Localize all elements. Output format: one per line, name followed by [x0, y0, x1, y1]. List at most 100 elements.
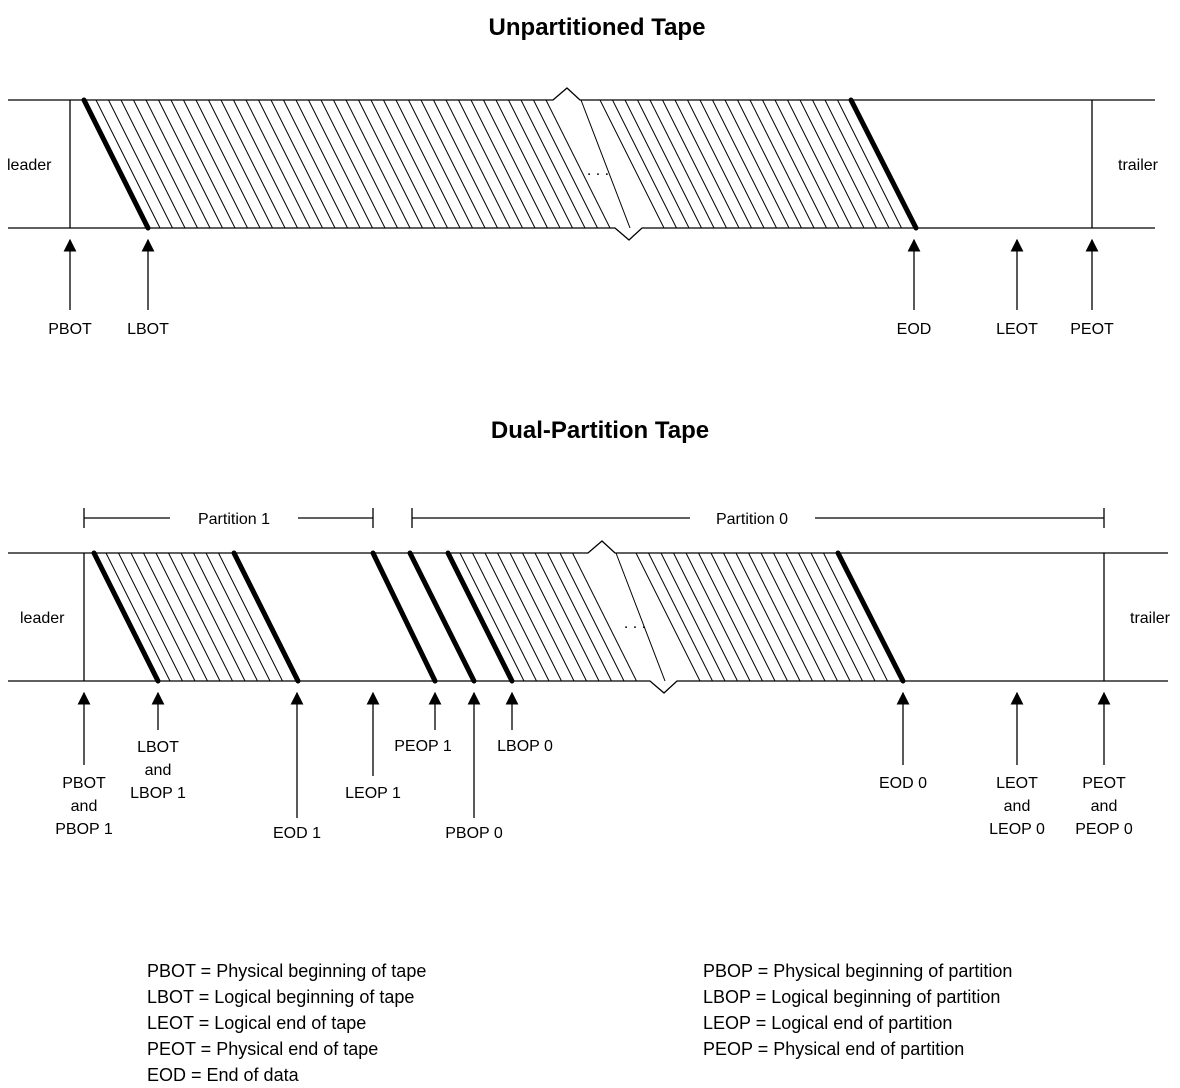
top-leader-label: leader: [7, 157, 52, 174]
bottom-tape-top-edge: [8, 540, 1168, 554]
hatch-line: [308, 99, 373, 229]
hatch-line: [824, 99, 890, 229]
hatch-line: [520, 99, 586, 229]
bottom-label-leot-and: and: [1004, 798, 1031, 815]
bottom-pbop0-mark: [407, 550, 477, 684]
hatch-line: [685, 552, 751, 682]
hatch-line: [533, 99, 598, 229]
hatch-line: [723, 552, 788, 682]
legend-tape: PBOT = Physical beginning of tape LBOT =…: [147, 958, 426, 1088]
hatch-line: [522, 552, 587, 682]
hatch-line: [572, 552, 637, 682]
hatch-line: [220, 99, 286, 229]
top-title: Unpartitioned Tape: [489, 14, 706, 41]
bottom-leader-label: leader: [20, 610, 65, 627]
hatch-line: [737, 99, 802, 229]
bottom-trailer-label: trailer: [1130, 610, 1171, 627]
hatch-line: [495, 99, 561, 229]
hatch-line: [395, 99, 461, 229]
hatch-line: [333, 99, 398, 229]
hatch-line: [812, 99, 877, 229]
bottom-leop1-mark: [370, 550, 438, 684]
hatch-line: [459, 552, 525, 682]
hatch-line: [637, 99, 702, 229]
hatch-line: [660, 552, 726, 682]
legend-tape-item: EOD = End of data: [147, 1065, 299, 1085]
hatch-line: [195, 99, 261, 229]
hatch-line: [270, 99, 336, 229]
hatch-line: [218, 552, 283, 682]
bottom-hatching: [635, 552, 888, 682]
hatch-line: [143, 552, 208, 682]
bottom-label-peot: PEOT: [1082, 775, 1126, 792]
bottom-label-pbop0: PBOP 0: [445, 825, 503, 842]
bottom-break-line: [615, 552, 666, 682]
hatch-line: [798, 552, 863, 682]
bottom-eod0-mark: [835, 550, 906, 684]
top-ellipsis: . . .: [587, 162, 609, 179]
bottom-marker-labels: PBOT and PBOP 1 LBOT and LBOP 1 EOD 1 LE…: [55, 738, 1133, 842]
bottom-label-leot: LEOT: [996, 775, 1038, 792]
top-data-region: [84, 88, 630, 228]
bottom-label-lbot-and: and: [145, 762, 172, 779]
hatch-line: [183, 99, 248, 229]
hatch-line: [118, 552, 183, 682]
bottom-label-pbot-and: and: [71, 798, 98, 815]
top-break-line: [580, 99, 631, 229]
hatch-line: [799, 99, 865, 229]
hatch-line: [320, 99, 386, 229]
bottom-data-region: [448, 541, 665, 681]
legend-partition-item: PEOP = Physical end of partition: [703, 1039, 965, 1059]
hatch-line: [258, 99, 323, 229]
hatch-line: [712, 99, 777, 229]
hatch-line: [105, 552, 171, 682]
partition-0-label: Partition 0: [716, 511, 788, 528]
bottom-label-leop0: LEOP 0: [989, 821, 1045, 838]
bottom-label-pbot: PBOT: [62, 775, 106, 792]
hatch-line: [170, 99, 236, 229]
legend-partition-item: PBOP = Physical beginning of partition: [703, 961, 1013, 981]
hatch-line: [687, 99, 752, 229]
hatch-line: [420, 99, 486, 229]
legend-partition: PBOP = Physical beginning of partition L…: [703, 958, 1012, 1062]
legend-tape-item: PEOT = Physical end of tape: [147, 1039, 379, 1059]
hatch-line: [208, 99, 273, 229]
bottom-hatching: [105, 552, 283, 682]
hatch-line: [233, 99, 298, 229]
top-marker-labels: PBOT LBOT EOD LEOT PEOT: [48, 321, 1114, 338]
top-label-eod: EOD: [897, 321, 932, 338]
hatch-line: [95, 99, 161, 229]
top-hatching: [95, 99, 611, 229]
hatch-line: [810, 552, 876, 682]
hatch-line: [599, 99, 665, 229]
hatch-line: [762, 99, 827, 229]
hatch-line: [408, 99, 473, 229]
hatch-line: [345, 99, 411, 229]
bottom-label-peot-and: and: [1091, 798, 1118, 815]
top-arrows: [63, 238, 1099, 310]
hatch-line: [724, 99, 790, 229]
bottom-lbop0-mark: [445, 550, 515, 684]
top-trailer-label: trailer: [1118, 157, 1159, 174]
bottom-label-eod1: EOD 1: [273, 825, 321, 842]
bottom-label-peop0: PEOP 0: [1075, 821, 1133, 838]
hatch-line: [445, 99, 511, 229]
hatch-line: [547, 552, 612, 682]
hatch-line: [837, 99, 902, 229]
hatch-line: [180, 552, 246, 682]
hatch-line: [673, 552, 738, 682]
hatch-line: [295, 99, 361, 229]
hatch-line: [787, 99, 852, 229]
hatch-line: [205, 552, 271, 682]
top-data-region: [594, 100, 916, 240]
hatch-line: [774, 99, 840, 229]
hatch-line: [130, 552, 196, 682]
top-tape: leader trailer . . .: [7, 87, 1159, 241]
hatch-line: [748, 552, 813, 682]
hatch-line: [483, 99, 548, 229]
hatch-line: [624, 99, 690, 229]
hatch-line: [383, 99, 448, 229]
top-tape-bottom-edge: [8, 227, 1155, 241]
hatch-line: [472, 552, 537, 682]
